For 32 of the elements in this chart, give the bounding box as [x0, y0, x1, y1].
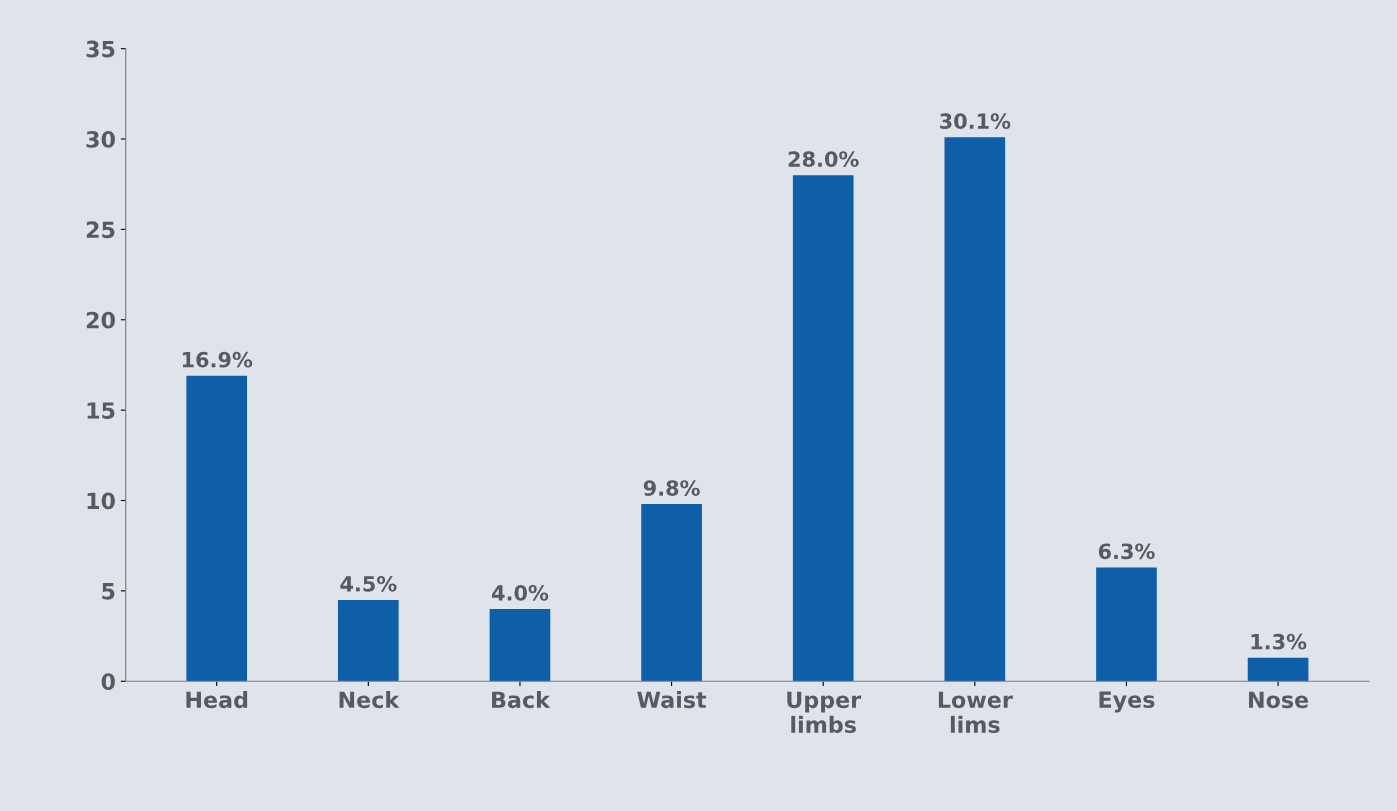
- y-tick-label: 10: [87, 492, 115, 510]
- bar: [641, 504, 702, 682]
- y-tick-label: 30: [86, 130, 115, 148]
- data-label: 4.5%: [340, 575, 397, 592]
- y-tick-label: 0: [101, 673, 115, 690]
- x-tick-label: Upper limbs: [787, 691, 862, 734]
- bar: [1247, 657, 1309, 682]
- bar: [792, 175, 854, 682]
- x-tick-label: Neck: [339, 690, 400, 709]
- y-tick-label: 5: [102, 583, 115, 600]
- y-tick-label: 35: [86, 40, 115, 58]
- data-label: 16.9%: [182, 351, 253, 368]
- data-label: 28.0%: [788, 151, 859, 167]
- bar: [1096, 567, 1157, 682]
- x-tick-label: Waist: [637, 690, 707, 709]
- data-label: 6.3%: [1098, 543, 1155, 560]
- data-label: 4.0%: [492, 584, 549, 601]
- bar: [338, 599, 399, 682]
- x-tick-label: Head: [186, 690, 248, 709]
- y-tick-label: 25: [86, 221, 115, 239]
- data-label: 30.1%: [940, 113, 1011, 130]
- y-tick-label: 15: [87, 402, 115, 419]
- bar: [944, 137, 1006, 682]
- y-tick-label: 20: [86, 311, 115, 329]
- bar: [489, 608, 551, 682]
- x-tick-label: Back: [492, 690, 551, 709]
- bar: [186, 375, 248, 682]
- data-label: 9.8%: [643, 480, 700, 496]
- data-label: 1.3%: [1251, 633, 1307, 650]
- x-tick-label: Nose: [1249, 691, 1309, 709]
- x-tick-label: Eyes: [1099, 691, 1155, 713]
- x-tick-label: Lower lims: [938, 691, 1013, 734]
